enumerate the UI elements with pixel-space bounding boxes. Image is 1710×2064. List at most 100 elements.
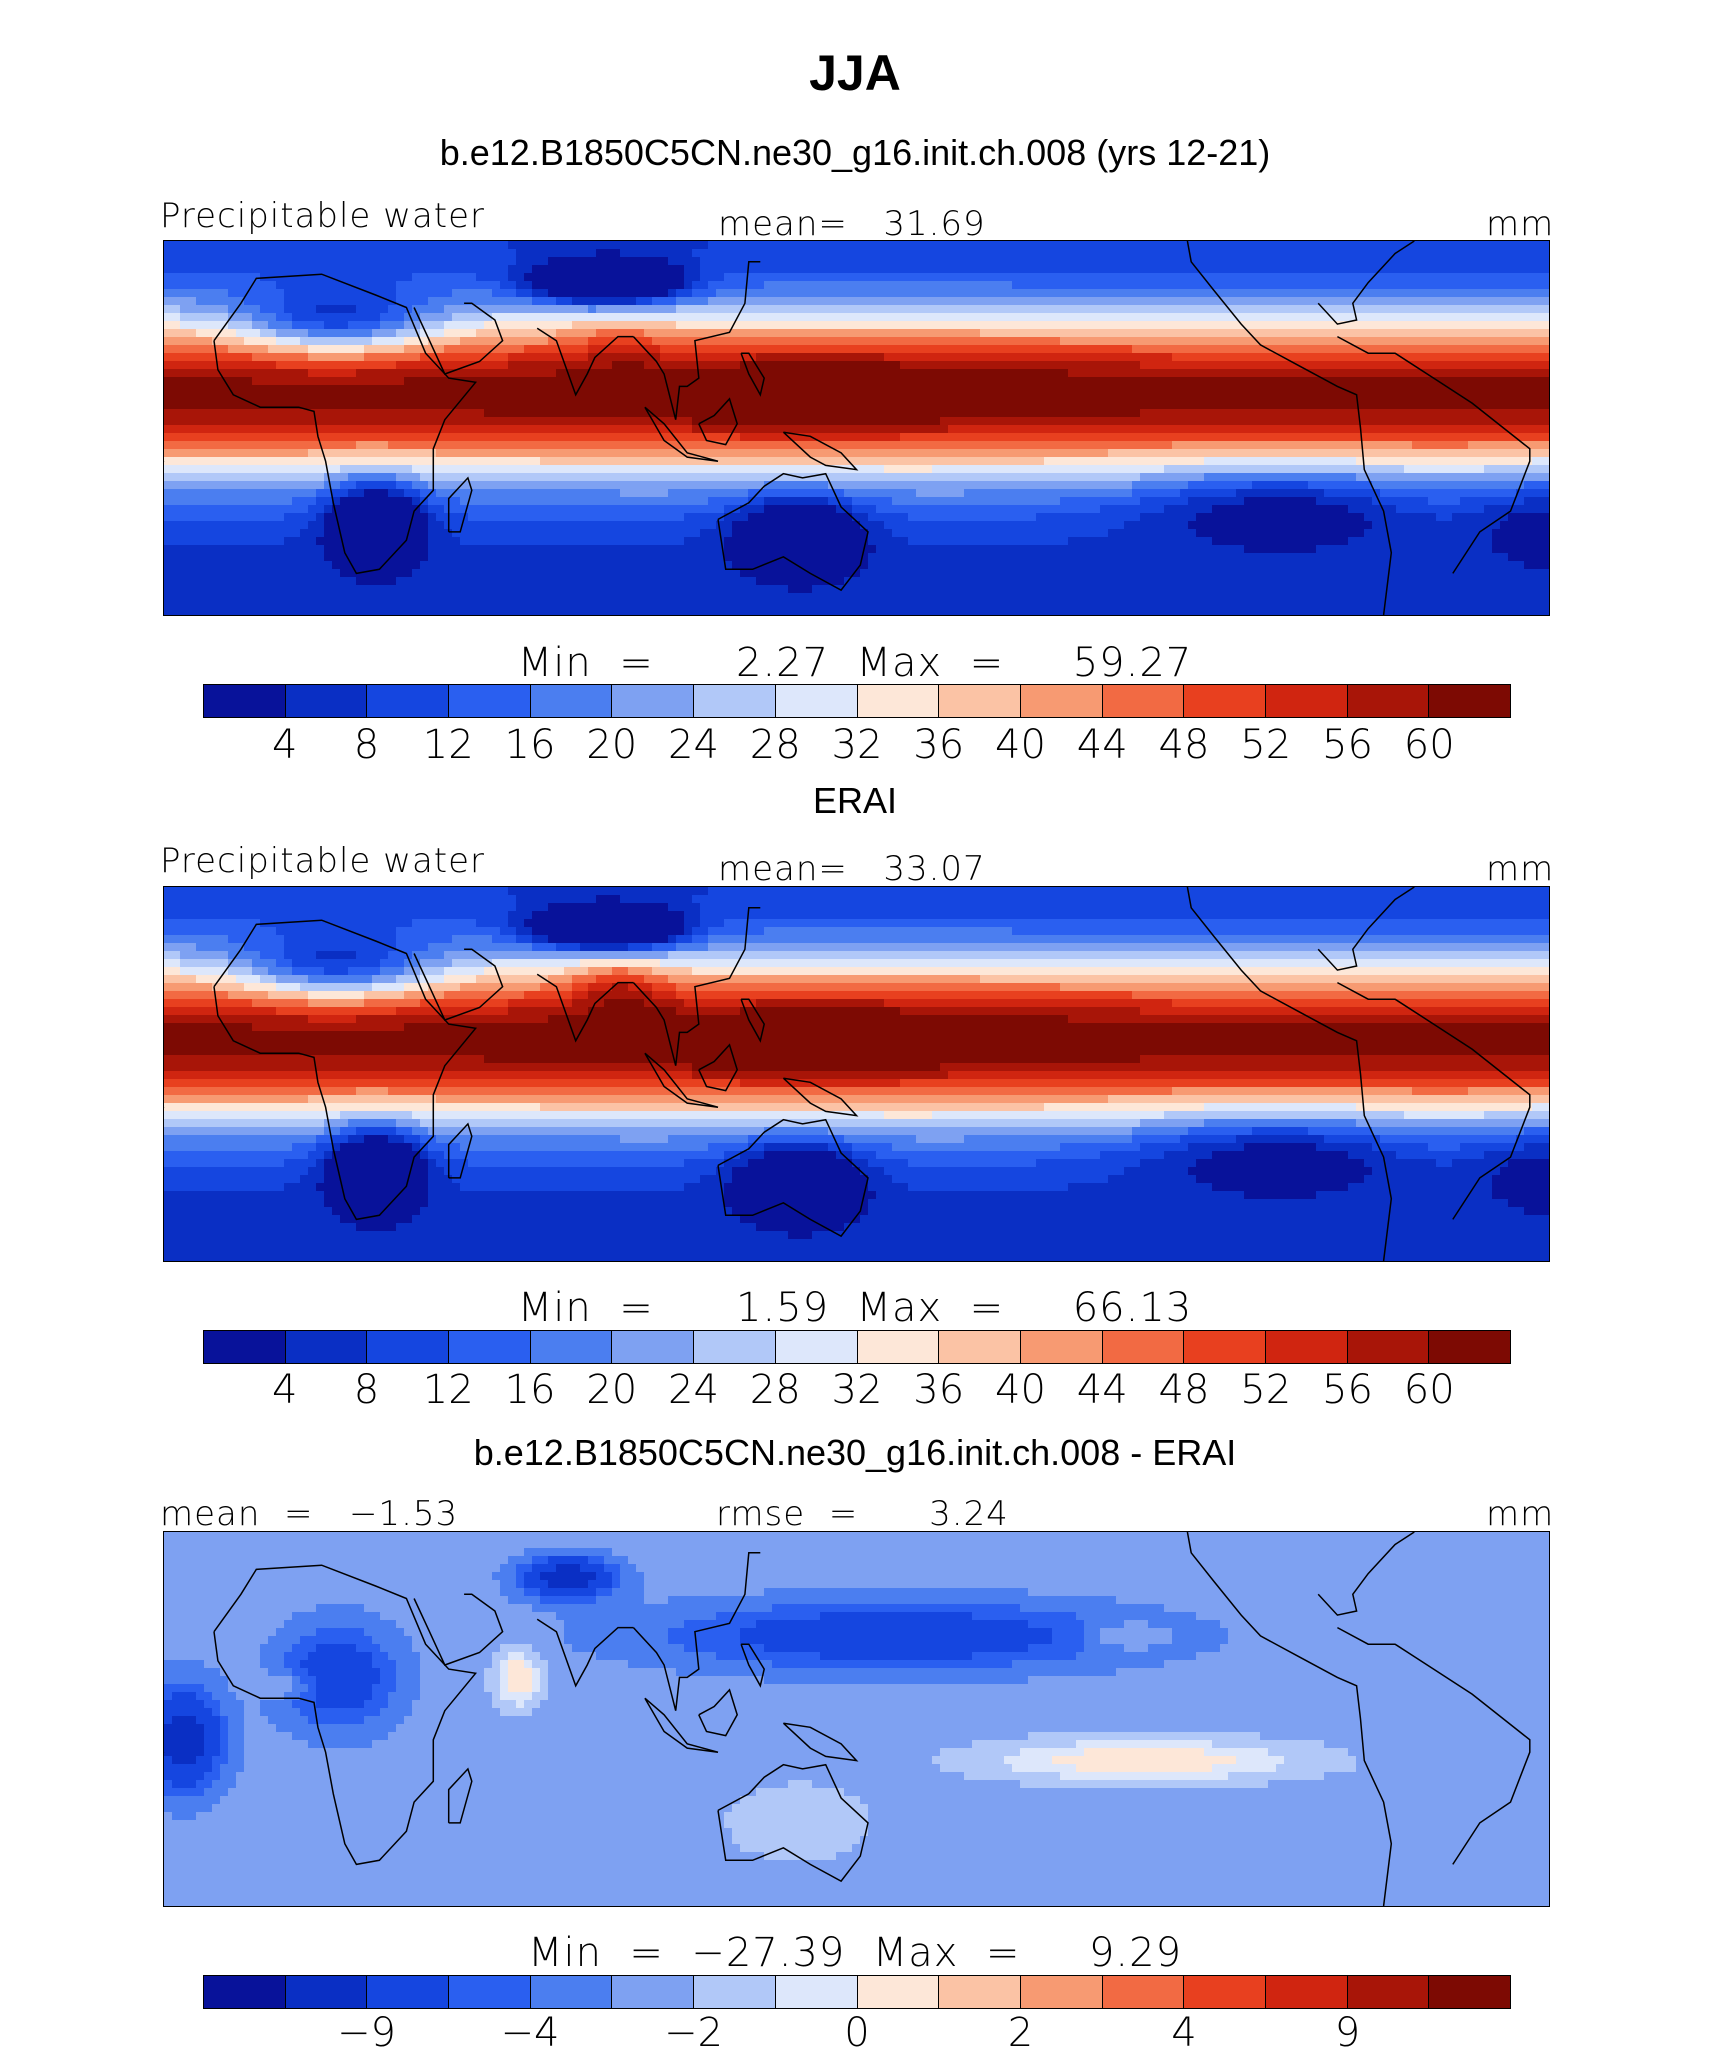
colorbar-tick-label: 0: [844, 2010, 869, 2056]
colorbar3-swatch: [1429, 1976, 1510, 2008]
colorbar2-swatch: [1429, 1331, 1510, 1363]
colorbar1-swatch: [449, 685, 531, 717]
panel1-variable-label: Precipitable water: [160, 196, 485, 236]
colorbar-tick-label: 24: [668, 1367, 719, 1413]
colorbar2-swatch: [612, 1331, 695, 1363]
colorbar3-swatch: [612, 1976, 695, 2008]
panel2-colorbar: [203, 1330, 1511, 1364]
colorbar2-swatch: [530, 1331, 613, 1363]
coastlines: [164, 887, 1531, 1261]
colorbar-tick-label: 28: [750, 722, 801, 768]
colorbar-tick-label: 20: [586, 1367, 637, 1413]
colorbar-tick-label: 44: [1077, 1367, 1128, 1413]
colorbar3-swatch: [1020, 1976, 1103, 2008]
panel2-variable-label: Precipitable water: [160, 841, 485, 881]
colorbar3-swatch: [1184, 1976, 1266, 2008]
coastlines: [164, 241, 1531, 615]
colorbar-tick-label: 16: [505, 1367, 556, 1413]
colorbar1-swatch: [694, 685, 776, 717]
colorbar1-swatch: [1020, 685, 1103, 717]
colorbar-tick-label: 32: [832, 1367, 883, 1413]
colorbar-tick-label: 44: [1077, 722, 1128, 768]
colorbar-tick-label: 60: [1404, 722, 1455, 768]
panel3-map: [163, 1531, 1550, 1907]
colorbar3-swatch: [1347, 1976, 1430, 2008]
coastlines: [164, 1532, 1531, 1906]
panel1-mean-label: mean= 31.69: [718, 204, 986, 244]
field-cells: [164, 1532, 1549, 1906]
colorbar3-swatch: [204, 1976, 286, 2008]
colorbar-tick-label: 28: [750, 1367, 801, 1413]
colorbar3-swatch: [367, 1976, 450, 2008]
colorbar3-swatch: [449, 1976, 531, 2008]
colorbar2-swatch: [1102, 1331, 1185, 1363]
panel3-units-label: mm: [1486, 1494, 1554, 1534]
panel2-colorbar-ticks: 4 8 12 16 20 24 28 32 36 40 44 48 52 56 60: [203, 1367, 1511, 1413]
colorbar2-swatch: [449, 1331, 531, 1363]
colorbar2-swatch: [1020, 1331, 1103, 1363]
colorbar1-swatch: [612, 685, 695, 717]
colorbar-tick-label: 36: [913, 722, 964, 768]
colorbar1-swatch: [1184, 685, 1266, 717]
colorbar1-swatch: [1265, 685, 1348, 717]
colorbar-tick-label: 56: [1322, 1367, 1373, 1413]
panel3-title: b.e12.B1850C5CN.ne30_g16.init.ch.008 - E…: [0, 1432, 1710, 1474]
colorbar3-swatch: [285, 1976, 368, 2008]
colorbar-tick-label: 52: [1240, 1367, 1291, 1413]
panel2-map: [163, 886, 1550, 1262]
panel2-mean-label: mean= 33.07: [718, 849, 986, 889]
panel2-units-label: mm: [1486, 849, 1554, 889]
colorbar2-swatch: [367, 1331, 450, 1363]
colorbar1-swatch: [530, 685, 613, 717]
colorbar2-swatch: [1265, 1331, 1348, 1363]
panel2-title: ERAI: [0, 780, 1710, 822]
field-cells: [164, 887, 1549, 1261]
colorbar1-swatch: [1429, 685, 1510, 717]
colorbar-tick-label: 40: [995, 722, 1046, 768]
colorbar2-swatch: [1347, 1331, 1430, 1363]
colorbar-tick-label: 4: [272, 722, 297, 768]
colorbar-tick-label: −4: [501, 2010, 560, 2056]
colorbar-tick-label: 56: [1322, 722, 1373, 768]
colorbar-tick-label: 32: [832, 722, 883, 768]
colorbar-tick-label: −9: [337, 2010, 396, 2056]
colorbar-tick-label: 2: [1008, 2010, 1033, 2056]
colorbar-tick-label: 8: [354, 722, 379, 768]
colorbar-tick-label: 40: [995, 1367, 1046, 1413]
panel3-minmax-label: Min = −27.39 Max = 9.29: [0, 1930, 1710, 1976]
colorbar-tick-label: 20: [586, 722, 637, 768]
colorbar1-swatch: [939, 685, 1021, 717]
colorbar1-swatch: [285, 685, 368, 717]
colorbar2-swatch: [1184, 1331, 1266, 1363]
panel2-minmax-label: Min = 1.59 Max = 66.13: [0, 1285, 1710, 1331]
colorbar1-swatch: [367, 685, 450, 717]
colorbar2-swatch: [204, 1331, 286, 1363]
colorbar1-swatch: [204, 685, 286, 717]
colorbar-tick-label: 52: [1240, 722, 1291, 768]
colorbar-tick-label: 16: [505, 722, 556, 768]
colorbar-tick-label: 60: [1404, 1367, 1455, 1413]
panel1-colorbar: [203, 684, 1511, 718]
panel3-colorbar-ticks: −9 −4 −2 0 2 4 9: [203, 2010, 1511, 2056]
colorbar-tick-label: 36: [913, 1367, 964, 1413]
field-cells: [164, 241, 1549, 615]
colorbar-tick-label: 12: [423, 1367, 474, 1413]
colorbar3-swatch: [530, 1976, 613, 2008]
colorbar-tick-label: 9: [1335, 2010, 1360, 2056]
colorbar-tick-label: 4: [1171, 2010, 1196, 2056]
colorbar3-swatch: [694, 1976, 776, 2008]
colorbar1-swatch: [775, 685, 858, 717]
colorbar2-swatch: [775, 1331, 858, 1363]
panel1-units-label: mm: [1486, 204, 1554, 244]
colorbar2-swatch: [285, 1331, 368, 1363]
panel3-colorbar: [203, 1975, 1511, 2009]
colorbar-tick-label: 8: [354, 1367, 379, 1413]
panel3-rmse-label: rmse = 3.24: [716, 1494, 1009, 1534]
colorbar2-swatch: [939, 1331, 1021, 1363]
panel1-minmax-label: Min = 2.27 Max = 59.27: [0, 640, 1710, 686]
colorbar-tick-label: 48: [1159, 1367, 1210, 1413]
colorbar3-swatch: [775, 1976, 858, 2008]
panel1-map: [163, 240, 1550, 616]
colorbar-tick-label: 48: [1159, 722, 1210, 768]
colorbar1-swatch: [1347, 685, 1430, 717]
